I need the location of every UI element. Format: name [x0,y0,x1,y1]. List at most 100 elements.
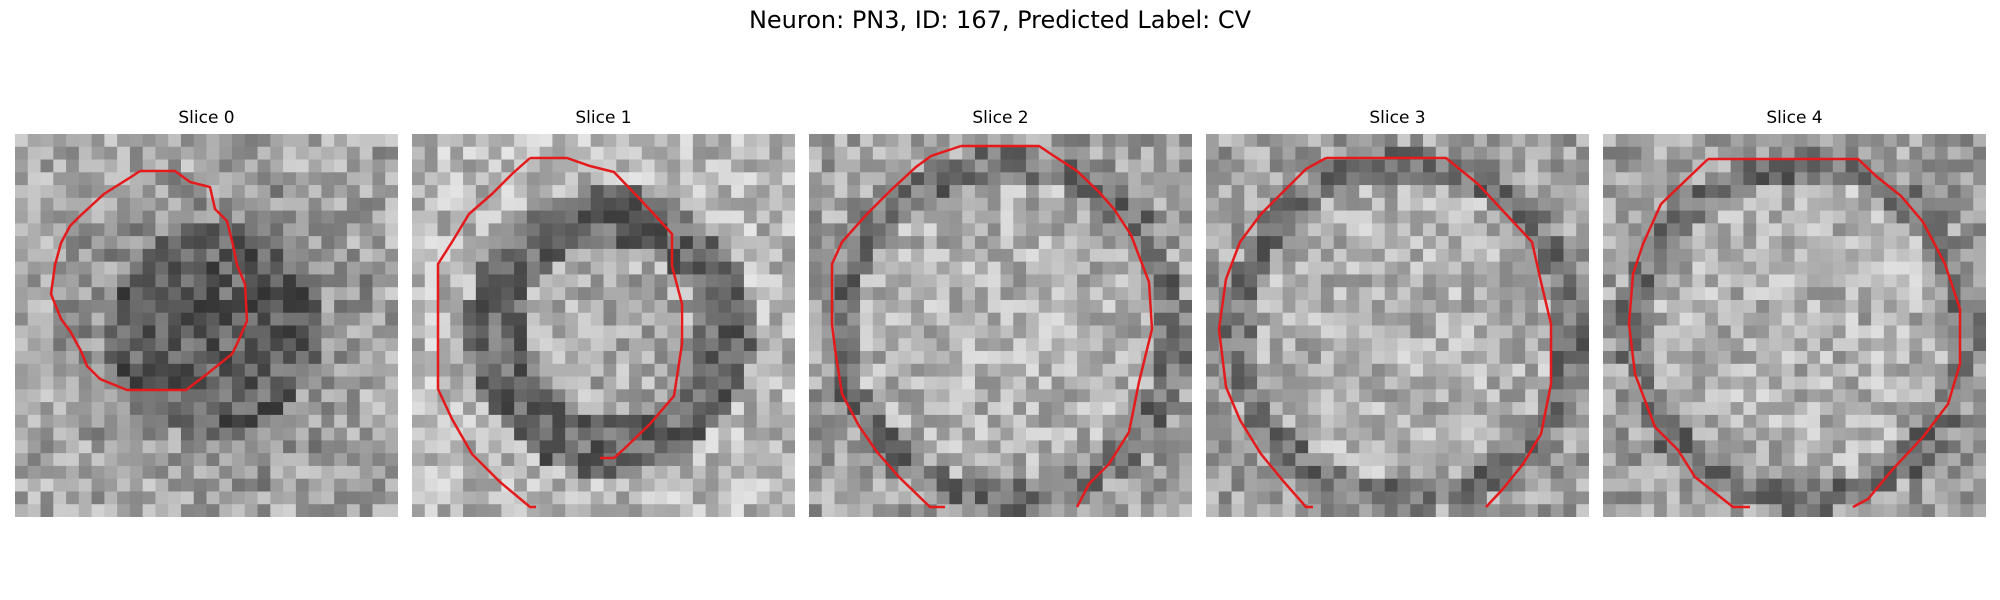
em-pixel [1768,274,1783,288]
em-pixel [346,414,361,429]
em-pixel [1026,389,1040,403]
em-pixel [641,363,656,378]
em-pixel [475,376,490,390]
em-pixel [847,146,861,161]
em-pixel [616,236,630,250]
em-pixel [1359,478,1373,493]
em-pixel [1576,261,1589,276]
em-pixel [705,325,719,339]
em-pixel [424,351,439,365]
em-pixel [244,197,259,212]
em-pixel [1026,376,1040,390]
em-pixel [142,478,157,493]
em-pixel [142,402,157,416]
em-pixel [1628,427,1642,441]
em-pixel [782,363,795,378]
em-pixel [424,427,439,441]
em-pixel [66,172,80,186]
em-pixel [1206,504,1220,517]
em-pixel [1026,504,1040,517]
em-pixel [1257,172,1271,186]
em-pixel [1206,134,1220,148]
em-pixel [1743,351,1757,365]
em-pixel [911,440,925,454]
em-pixel [334,197,348,212]
em-pixel [1153,146,1168,161]
em-pixel [1756,134,1770,148]
em-pixel [1064,325,1078,339]
em-pixel [1397,185,1411,199]
em-pixel [1410,185,1424,199]
em-pixel [78,261,93,276]
em-pixel [1832,274,1847,288]
em-pixel [270,287,284,301]
em-pixel [552,427,566,441]
em-pixel [1909,363,1923,378]
em-pixel [1051,351,1065,365]
em-pixel [860,402,874,416]
em-pixel [321,185,335,199]
em-pixel [488,134,502,148]
em-pixel [731,389,745,403]
em-pixel [1026,146,1040,161]
em-pixel [1244,248,1258,263]
em-pixel [1102,440,1116,454]
em-pixel [654,414,668,429]
em-pixel [27,504,42,517]
em-pixel [78,223,93,237]
em-pixel [1115,402,1129,416]
em-pixel [1423,338,1437,352]
em-pixel [821,236,836,250]
em-pixel [743,172,758,186]
em-pixel [1960,299,1974,314]
em-pixel [1423,287,1437,301]
em-pixel [923,274,938,288]
em-pixel [1883,312,1898,327]
em-pixel [949,491,963,505]
em-pixel [692,491,707,505]
em-pixel [424,453,439,467]
em-pixel [743,210,758,224]
em-pixel [1550,325,1565,339]
em-pixel [1371,197,1386,212]
em-pixel [577,491,592,505]
em-pixel [1231,478,1245,493]
em-pixel [219,491,233,505]
em-pixel [1064,274,1078,288]
em-pixel [603,465,617,480]
em-pixel [206,402,220,416]
em-pixel [15,338,29,352]
em-pixel [1153,351,1168,365]
em-pixel [1026,465,1040,480]
em-pixel [1461,223,1475,237]
em-pixel [1077,465,1091,480]
em-pixel [1000,287,1014,301]
em-pixel [295,197,310,212]
em-pixel [1295,465,1309,480]
em-pixel [1308,210,1322,224]
em-pixel [1641,376,1655,390]
em-pixel [129,134,144,148]
em-pixel [1474,159,1488,173]
em-pixel [437,414,451,429]
em-pixel [257,440,271,454]
em-pixel [1461,287,1475,301]
em-pixel [1525,146,1539,161]
em-pixel [1563,312,1577,327]
em-pixel [1679,223,1693,237]
em-pixel [769,261,783,276]
em-pixel [1153,414,1168,429]
em-pixel [885,389,899,403]
em-pixel [616,376,630,390]
em-pixel [526,210,541,224]
em-pixel [1244,402,1258,416]
em-pixel [219,453,233,467]
em-pixel [1909,389,1923,403]
em-pixel [565,248,579,263]
em-pixel [1013,185,1027,199]
em-pixel [1486,210,1501,224]
em-pixel [514,363,528,378]
em-pixel [1756,465,1770,480]
em-pixel [1474,261,1488,276]
em-pixel [1397,402,1411,416]
